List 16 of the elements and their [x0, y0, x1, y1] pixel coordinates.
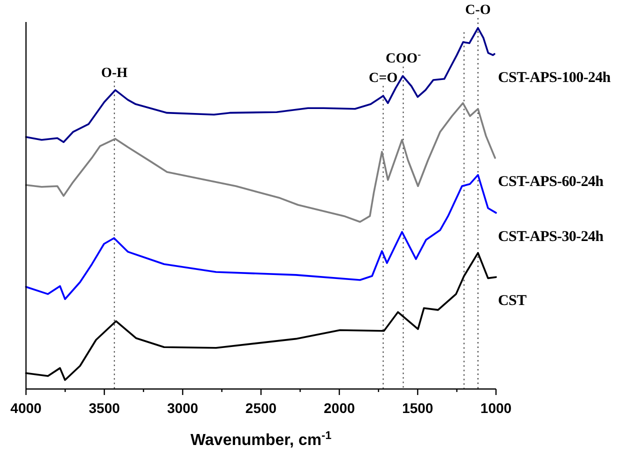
- ref-line-label: COO$^{-}$: [386, 49, 421, 67]
- x-tick-label: 1500: [402, 400, 434, 416]
- series-label: CST-APS-30-24h: [498, 228, 604, 245]
- x-tick-label: 2000: [324, 400, 356, 416]
- ref-line-label: O-H: [101, 66, 128, 82]
- ref-line-label: C=O: [368, 70, 398, 86]
- series-label: CST-APS-100-24h: [498, 70, 612, 86]
- x-tick-label: 3000: [167, 400, 198, 416]
- x-axis-title: Wavenumber, cm$^{-1}$: [190, 430, 332, 449]
- x-tick-label: 1000: [480, 400, 512, 416]
- x-tick-label: 4000: [10, 400, 42, 416]
- series-label: CST: [498, 293, 527, 310]
- x-tick-label: 2500: [245, 400, 277, 416]
- series-label: CST-APS-60-24h: [498, 174, 604, 190]
- x-tick-label: 3500: [88, 400, 120, 416]
- ref-line-label: C-O: [465, 3, 491, 18]
